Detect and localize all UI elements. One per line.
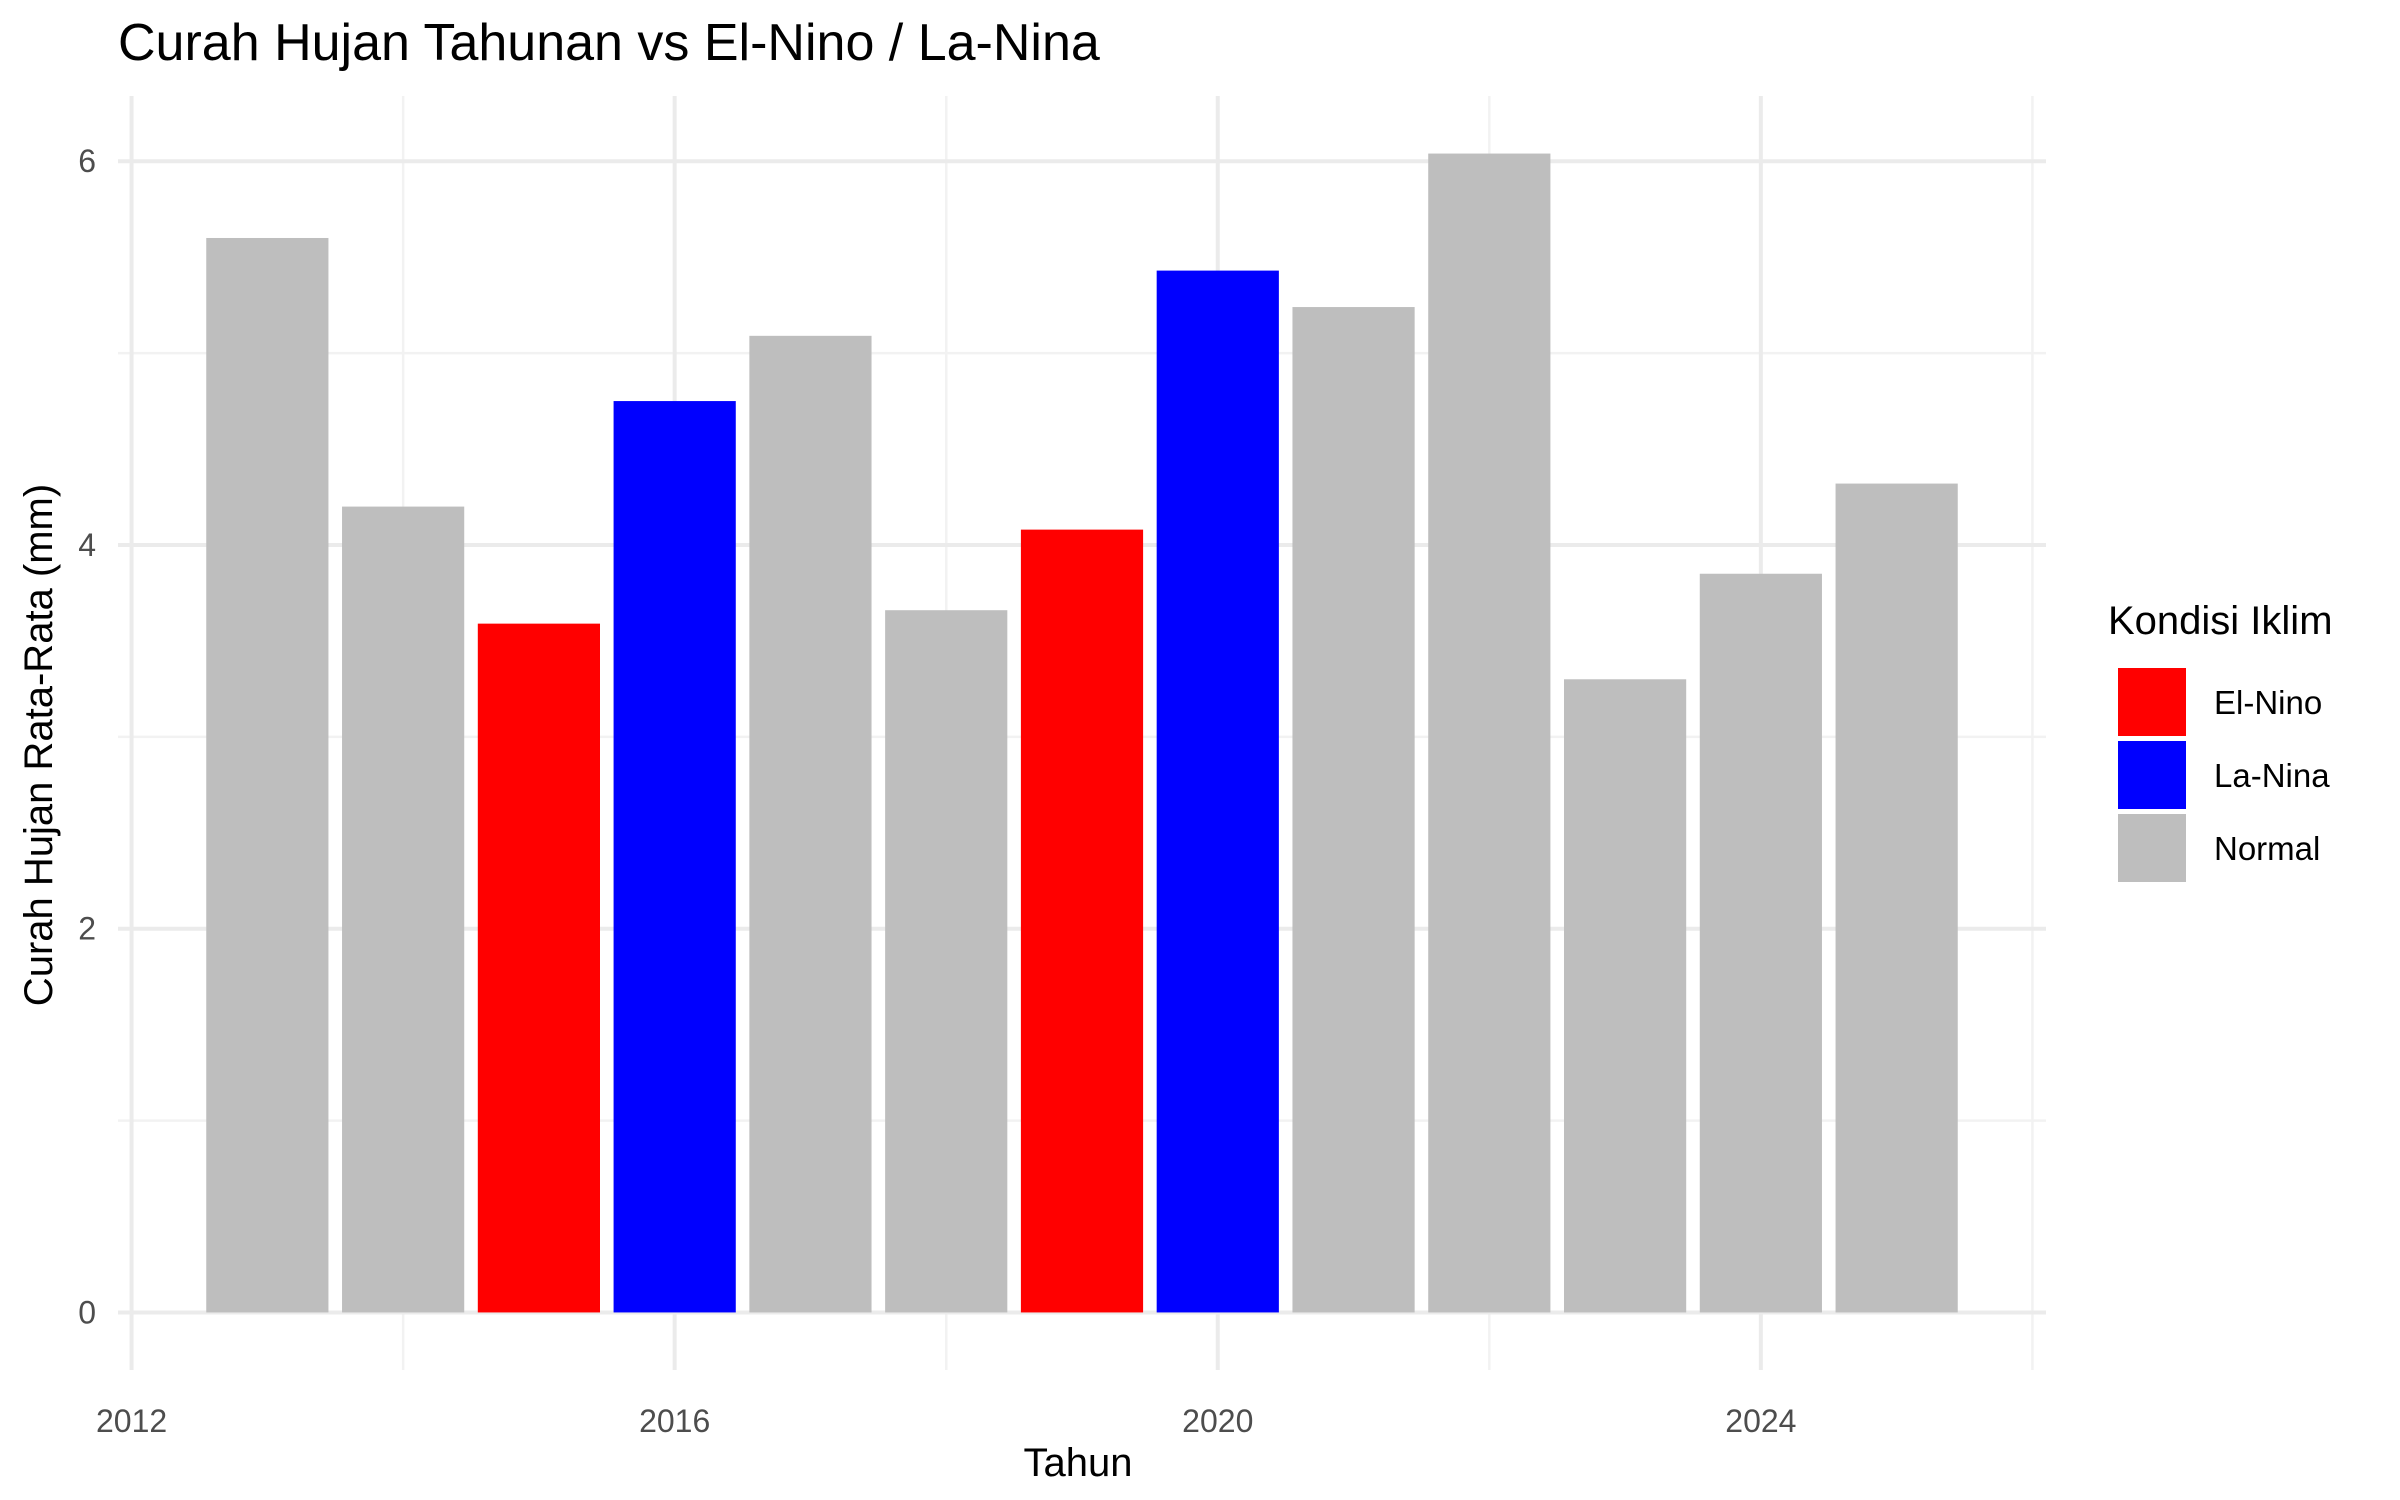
x-axis-title: Tahun	[1024, 1441, 1133, 1485]
legend-label-la-nina: La-Nina	[2214, 757, 2330, 794]
bar-2020	[1156, 270, 1279, 1313]
y-tick-label: 0	[78, 1294, 96, 1330]
x-tick-label: 2012	[96, 1403, 167, 1439]
legend-key-el-nino	[2118, 668, 2186, 736]
bar-2019	[1020, 529, 1144, 1313]
legend-key-normal	[2118, 814, 2186, 882]
legend-key-la-nina	[2118, 741, 2186, 809]
bar-2018	[885, 610, 1008, 1313]
bar-2023	[1564, 679, 1687, 1313]
x-tick-label: 2016	[639, 1403, 710, 1439]
y-tick-label: 4	[78, 527, 96, 563]
y-axis-ticks: 0 2 4 6	[78, 143, 96, 1330]
x-tick-label: 2020	[1182, 1403, 1253, 1439]
bars	[206, 153, 1958, 1313]
legend-label-el-nino: El-Nino	[2214, 684, 2322, 721]
bar-2017	[749, 335, 872, 1313]
legend-title: Kondisi Iklim	[2108, 599, 2333, 643]
y-tick-label: 6	[78, 143, 96, 179]
bar-2024	[1699, 573, 1822, 1313]
bar-2016	[613, 401, 736, 1313]
chart-title: Curah Hujan Tahunan vs El-Nino / La-Nina	[118, 14, 1100, 72]
legend: Kondisi Iklim El-Nino La-Nina Normal	[2108, 599, 2333, 882]
y-axis-title: Curah Hujan Rata-Rata (mm)	[17, 484, 61, 1006]
x-axis-ticks: 2012 2016 2020 2024	[96, 1403, 1796, 1439]
x-tick-label: 2024	[1725, 1403, 1796, 1439]
bar-2021	[1292, 307, 1415, 1313]
bar-2013	[206, 237, 329, 1313]
bar-2022	[1428, 153, 1551, 1313]
bar-2025	[1835, 483, 1958, 1313]
bar-2015	[477, 623, 600, 1313]
y-tick-label: 2	[78, 911, 96, 947]
bar-2014	[342, 506, 465, 1313]
legend-label-normal: Normal	[2214, 830, 2320, 867]
